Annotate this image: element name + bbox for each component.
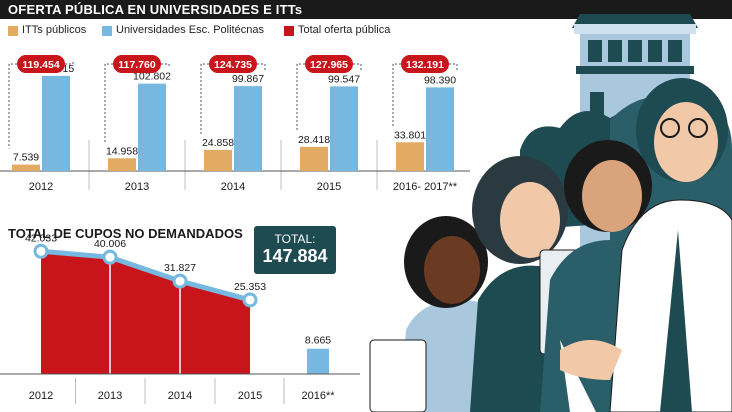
bar-itts <box>396 142 424 171</box>
x-tick-label: 2012 <box>29 390 53 402</box>
total-marker <box>17 55 65 73</box>
total-connector <box>161 63 170 68</box>
total-label: TOTAL: <box>274 232 316 246</box>
bar-universidades <box>138 83 166 171</box>
cupos-chart-title: TOTAL DE CUPOS NO DEMANDADOS <box>8 226 243 241</box>
x-tick-label: 2016- 2017** <box>393 181 458 193</box>
total-label: 124.735 <box>214 59 252 71</box>
data-label: 25.353 <box>234 281 266 293</box>
student-illustration <box>560 78 732 412</box>
data-label-universidades: 99.867 <box>232 73 264 85</box>
total-label: 127.965 <box>310 59 348 71</box>
legend-label-total: Total oferta pública <box>298 24 391 36</box>
legend-swatch-total <box>284 26 294 36</box>
bar-itts <box>204 149 232 171</box>
data-label-universidades: 98.390 <box>424 74 456 86</box>
total-connector <box>257 63 266 71</box>
total-connector <box>353 63 362 71</box>
data-label: 42.033 <box>25 232 57 244</box>
x-tick-label: 2015 <box>238 390 262 402</box>
legend-swatch-itts <box>8 26 18 36</box>
data-label-itts: 24.858 <box>202 137 234 149</box>
area-fill <box>41 251 250 374</box>
data-label-universidades: 102.802 <box>133 71 171 83</box>
cupos-area-chart: 42.033 40.006 31.827 25.353 8.665 2012 2013 201… <box>0 232 360 404</box>
total-connector <box>65 59 74 65</box>
data-label: 31.827 <box>164 262 196 274</box>
x-tick-label: 2012 <box>29 181 53 193</box>
total-connector <box>449 63 458 72</box>
x-tick-label: 2013 <box>125 181 149 193</box>
bar-universidades <box>330 86 358 171</box>
legend-label-itts: ITTs públicos <box>22 24 87 36</box>
data-point <box>33 243 49 259</box>
data-label: 8.665 <box>305 335 331 347</box>
data-label-itts: 7.539 <box>13 152 39 164</box>
total-badge: TOTAL: 147.884 <box>254 226 336 274</box>
total-value: 147.884 <box>262 246 328 266</box>
data-label-itts: 14.958 <box>106 145 138 157</box>
data-label: 40.006 <box>94 238 126 250</box>
oferta-bar-chart: 7.539111.915119.454201214.958102.802117.… <box>0 55 470 193</box>
x-tick-label: 2015 <box>317 181 341 193</box>
total-marker <box>401 55 449 73</box>
total-marker <box>305 55 353 73</box>
total-label: 119.454 <box>22 59 60 71</box>
total-marker <box>113 55 161 73</box>
x-tick-label: 2016** <box>301 390 335 402</box>
total-connector <box>104 63 113 143</box>
total-label: 117.760 <box>118 59 156 71</box>
series-line <box>40 248 251 303</box>
students-illustration <box>369 14 732 412</box>
total-label: 132.191 <box>406 59 444 71</box>
data-label-itts: 33.801 <box>394 129 426 141</box>
header-bar: OFERTA PÚBLICA EN UNIVERSIDADES E ITTs <box>0 0 732 19</box>
bar-universidades <box>234 86 262 171</box>
total-connector <box>392 63 401 127</box>
legend-label-universidades: Universidades Esc. Politécnas <box>116 24 264 36</box>
bar-itts <box>300 146 328 171</box>
bar-universidades <box>42 75 70 171</box>
legend-swatch-universidades <box>102 26 112 36</box>
page-title: OFERTA PÚBLICA EN UNIVERSIDADES E ITTs <box>8 2 303 17</box>
data-label-itts: 28.418 <box>298 134 330 146</box>
x-tick-label: 2013 <box>98 390 122 402</box>
bar-2016 <box>307 348 329 374</box>
bar-itts <box>108 158 136 171</box>
total-marker <box>209 55 257 73</box>
bar-itts <box>12 164 40 171</box>
data-point <box>172 273 188 289</box>
bar-universidades <box>426 87 454 171</box>
data-label-universidades: 99.547 <box>328 73 360 85</box>
x-tick-label: 2014 <box>221 181 245 193</box>
data-point <box>242 292 258 308</box>
x-tick-label: 2014 <box>168 390 192 402</box>
total-connector <box>200 63 209 134</box>
total-connector <box>296 63 305 131</box>
total-connector <box>8 63 17 149</box>
data-point <box>102 249 118 265</box>
